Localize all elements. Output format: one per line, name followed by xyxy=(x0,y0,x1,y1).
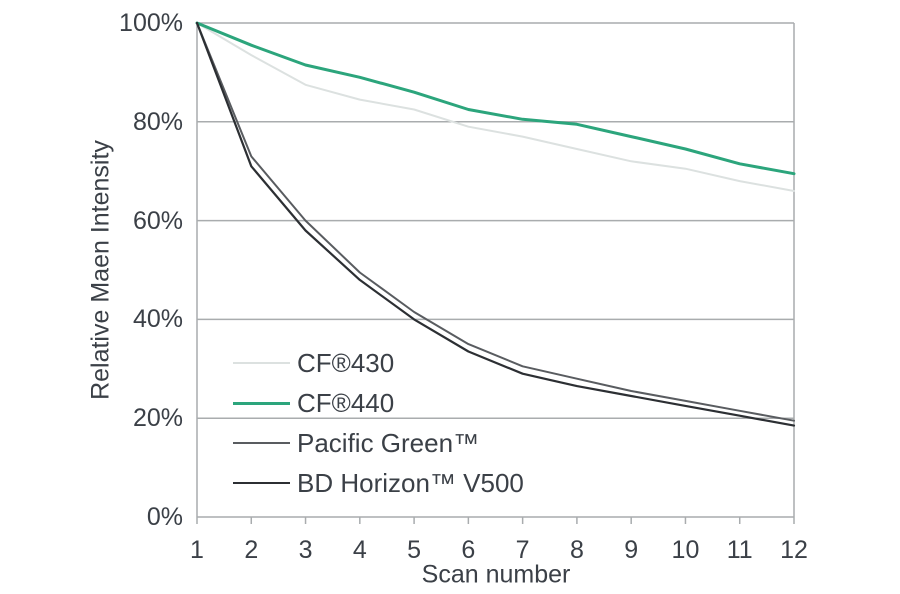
x-tick-label: 9 xyxy=(624,536,639,564)
x-tick-label: 2 xyxy=(244,536,259,564)
y-tick-label: 60% xyxy=(132,206,183,235)
x-tick-label: 11 xyxy=(726,536,753,564)
legend-line-swatch xyxy=(233,481,290,485)
legend-line-swatch xyxy=(233,442,290,444)
series-line-1 xyxy=(196,22,795,192)
y-tick-label: 0% xyxy=(146,503,183,531)
legend-label: CF®430 xyxy=(297,347,395,378)
y-tick-label: 20% xyxy=(132,404,183,433)
legend-label: BD Horizon™ V500 xyxy=(297,467,524,498)
legend-item: Pacific Green™ xyxy=(233,423,524,463)
series-line-4 xyxy=(195,21,796,427)
x-tick-label: 5 xyxy=(407,536,422,564)
x-tick-label: 6 xyxy=(461,536,476,564)
x-tick-label: 10 xyxy=(671,536,700,564)
y-axis-title: Relative Maen Intensity xyxy=(86,140,115,400)
x-tick-label: 8 xyxy=(569,536,584,564)
legend-item: CF®440 xyxy=(233,383,524,423)
legend-label: Pacific Green™ xyxy=(297,427,480,458)
y-tick-label: 80% xyxy=(132,107,183,136)
legend: CF®430 CF®440 Pacific Green™ BD Horizon™ V5… xyxy=(233,343,524,503)
legend-line-swatch xyxy=(233,401,290,405)
legend-item: CF®430 xyxy=(233,343,524,383)
legend-label: CF®440 xyxy=(297,387,395,418)
x-tick-label: 7 xyxy=(515,536,530,564)
series-line-2 xyxy=(195,21,796,176)
x-tick-label: 12 xyxy=(780,536,808,564)
legend-item: BD Horizon™ V500 xyxy=(233,463,524,503)
y-tick-label: 40% xyxy=(132,305,183,334)
x-tick-label: 4 xyxy=(352,536,367,564)
y-tick-label: 100% xyxy=(119,9,183,37)
legend-line-swatch xyxy=(233,362,290,364)
x-tick-label: 3 xyxy=(298,536,313,564)
series-line-3 xyxy=(196,22,795,422)
x-axis-title: Scan number xyxy=(421,560,571,589)
x-tick-label: 1 xyxy=(190,536,204,564)
